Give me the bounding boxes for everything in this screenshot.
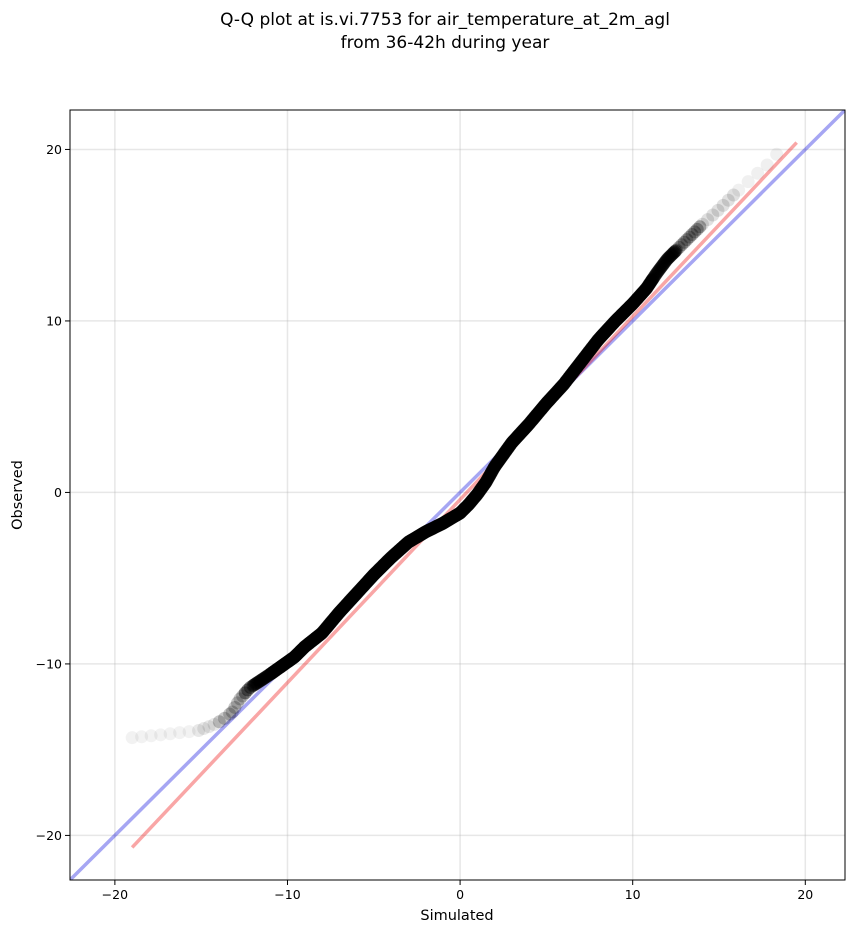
qq-point	[248, 677, 262, 691]
reference-lines	[70, 110, 845, 880]
fit-line	[130, 141, 798, 849]
qq-point	[247, 678, 261, 692]
qq-point	[695, 217, 709, 231]
x-tick-label: 0	[456, 887, 464, 902]
qq-point	[706, 208, 720, 222]
qq-point	[207, 717, 221, 731]
qq-point	[680, 233, 694, 247]
qq-point	[721, 193, 735, 207]
qq-point	[688, 225, 702, 239]
qq-point	[192, 723, 206, 737]
x-tick-label: 20	[797, 887, 813, 902]
qq-point	[677, 235, 691, 249]
y-tick-label: 10	[46, 313, 62, 328]
qq-point	[173, 726, 187, 740]
qq-point	[727, 188, 740, 202]
x-tick-label: −10	[274, 887, 300, 902]
qq-point	[751, 166, 765, 180]
qq-point	[154, 728, 168, 742]
qq-point	[685, 228, 699, 241]
qq-point	[125, 731, 139, 745]
qq-point	[682, 230, 696, 244]
qq-point	[225, 705, 239, 719]
qq-point	[243, 680, 257, 694]
qq-point	[701, 213, 715, 227]
qq-point	[144, 729, 158, 743]
qq-point	[672, 240, 686, 254]
qq-point	[770, 147, 784, 161]
qq-point	[716, 198, 730, 212]
qq-point	[253, 674, 267, 688]
qq-point	[670, 243, 684, 257]
y-tick-label: −10	[36, 656, 62, 671]
qq-point	[233, 692, 247, 706]
qq-point	[228, 700, 242, 714]
qq-point	[675, 238, 689, 252]
qq-point	[693, 220, 707, 234]
qq-point	[254, 673, 268, 687]
plot-area-frame	[69, 109, 846, 881]
qq-point	[669, 244, 682, 258]
qq-point	[212, 715, 226, 729]
qq-point	[230, 696, 244, 710]
qq-point	[711, 203, 725, 217]
y-tick-label: −20	[36, 828, 62, 843]
quantile-points	[125, 147, 784, 745]
qq-point	[202, 720, 216, 734]
qq-point	[251, 675, 265, 689]
qq-point	[252, 675, 266, 689]
x-tick-label: −20	[102, 887, 128, 902]
qq-point	[246, 679, 260, 693]
qq-point	[760, 158, 774, 172]
qq-point	[241, 683, 255, 697]
chart-title-line-2: from 36-42h during year	[341, 33, 550, 53]
qq-point	[223, 707, 237, 721]
qq-point	[250, 676, 264, 690]
qq-point	[163, 727, 177, 741]
y-tick-label: 20	[46, 142, 62, 157]
qq-point	[238, 686, 252, 700]
y-axis-label: Observed	[10, 460, 26, 530]
chart-title-line-1: Q-Q plot at is.vi.7753 for air_temperatu…	[220, 10, 670, 30]
qq-point	[197, 722, 211, 736]
x-tick-label: 10	[625, 887, 641, 902]
y-tick-label: 0	[54, 485, 62, 500]
qq-point	[135, 730, 149, 744]
qq-point	[690, 222, 704, 236]
identity-line	[70, 110, 845, 880]
qq-point	[236, 689, 250, 703]
y-axis-ticks: −20 −10 0 10 20	[36, 142, 70, 843]
qq-point	[182, 725, 196, 739]
qq-point	[741, 175, 755, 189]
x-axis-label: Simulated	[420, 908, 493, 924]
qq-point	[732, 183, 746, 197]
x-axis-ticks: −20 −10 0 10 20	[102, 880, 813, 902]
qq-point	[249, 677, 263, 691]
qq-point	[217, 711, 231, 725]
grid-lines	[70, 110, 845, 880]
